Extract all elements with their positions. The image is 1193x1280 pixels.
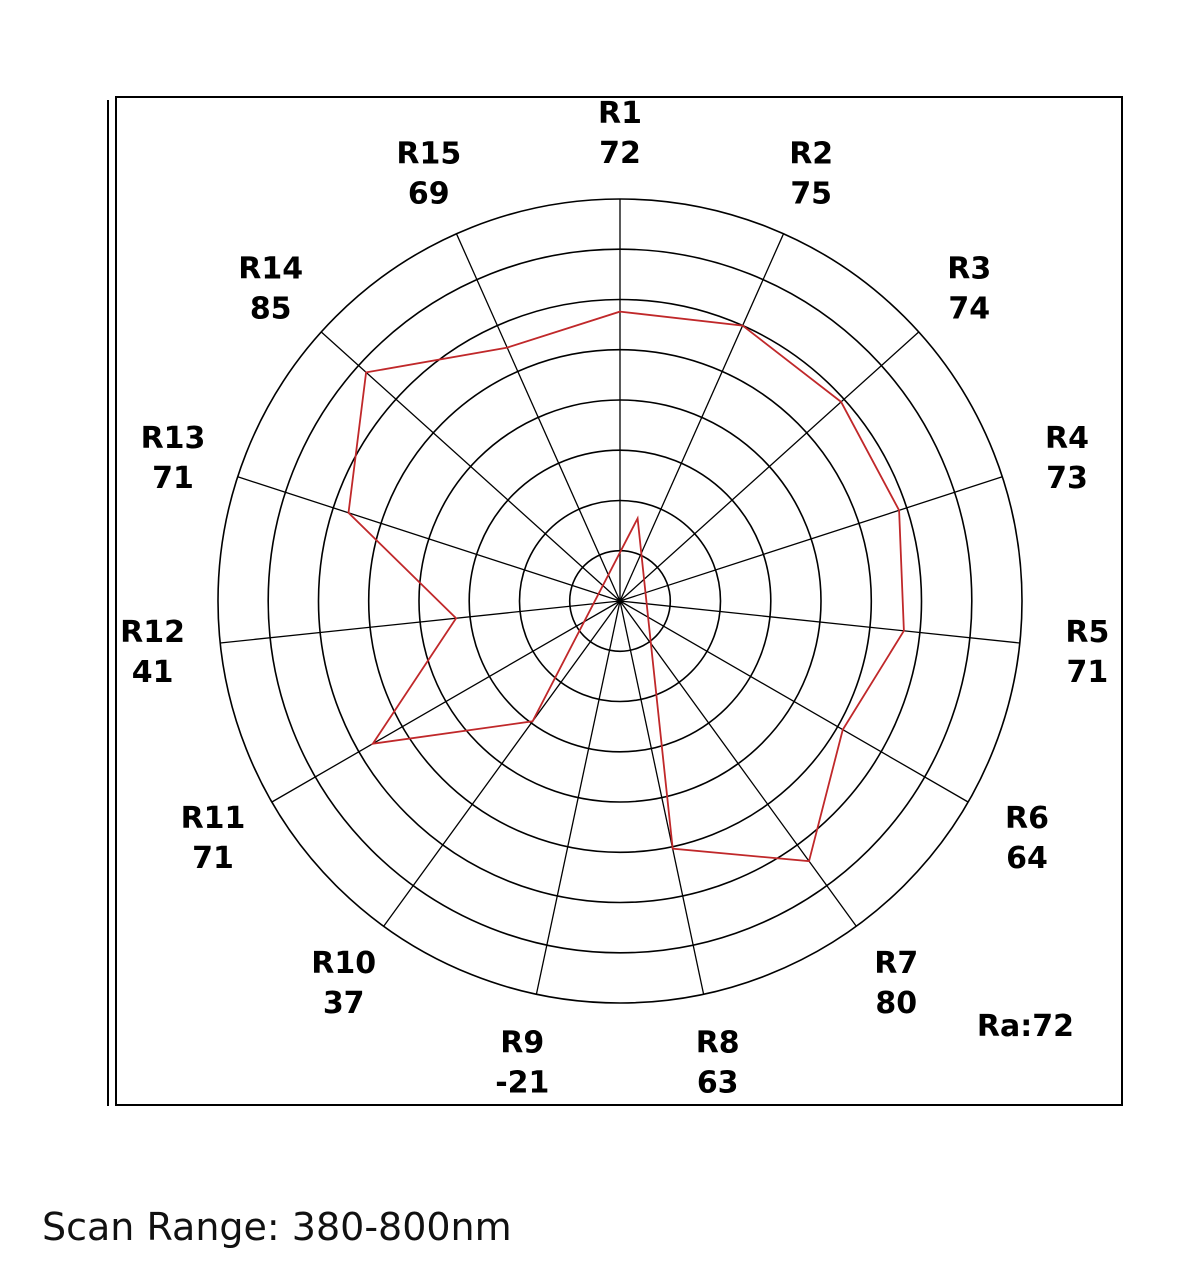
grid-spoke-r9	[535, 600, 621, 995]
category-label-r15: R15	[396, 137, 461, 172]
category-label-r14: R14	[238, 252, 303, 287]
category-label-r9: R9	[500, 1026, 544, 1061]
category-label-r13: R13	[141, 421, 206, 456]
grid-spoke-r5	[619, 600, 1020, 644]
category-label-r8: R8	[696, 1026, 740, 1061]
category-label-r11: R11	[181, 801, 246, 836]
ra-annotation: Ra:72	[977, 1009, 1074, 1044]
radar-grid	[217, 198, 1023, 1004]
value-label-r12: 41	[132, 655, 174, 690]
value-label-r4: 73	[1046, 461, 1088, 496]
category-label-r2: R2	[789, 137, 833, 172]
value-label-r9: -21	[495, 1066, 549, 1101]
chart-frame	[115, 96, 1123, 1106]
grid-spoke-r8	[619, 600, 705, 995]
value-label-r15: 69	[408, 177, 450, 212]
grid-spoke-r14	[320, 331, 621, 602]
value-label-r8: 63	[697, 1066, 739, 1101]
category-label-r10: R10	[311, 946, 376, 981]
value-label-r6: 64	[1006, 841, 1048, 876]
radar-series	[347, 310, 905, 863]
category-label-r7: R7	[874, 946, 918, 981]
category-label-r1: R1	[598, 96, 642, 131]
value-label-r3: 74	[948, 292, 990, 327]
grid-spoke-r2	[619, 233, 785, 602]
grid-spoke-r7	[619, 600, 857, 927]
grid-spoke-r13	[237, 476, 621, 602]
grid-spoke-r10	[383, 600, 621, 927]
series-line	[347, 310, 905, 863]
value-label-r2: 75	[790, 177, 832, 212]
value-label-r14: 85	[250, 292, 292, 327]
value-label-r11: 71	[192, 841, 234, 876]
scan-range-text: Scan Range: 380-800nm	[42, 1205, 512, 1249]
category-label-r3: R3	[947, 252, 991, 287]
grid-spoke-r3	[619, 331, 920, 602]
axis-labels: R1 72 R2 75 R3 74 R4 73 R5 71 R6 64 R7 80 R8 63 R9 -21 R10…	[120, 96, 1109, 1101]
value-label-r7: 80	[875, 986, 917, 1021]
value-label-r1: 72	[599, 136, 641, 171]
category-label-r12: R12	[120, 615, 185, 650]
value-label-r13: 71	[152, 461, 194, 496]
grid-spoke-r15	[455, 233, 621, 602]
grid-spoke-r4	[619, 476, 1003, 602]
category-label-r6: R6	[1005, 801, 1049, 836]
grid-spoke-r6	[619, 600, 969, 803]
grid-spoke-r11	[271, 600, 621, 803]
grid-spoke-r12	[220, 600, 621, 644]
category-label-r4: R4	[1045, 421, 1089, 456]
category-label-r5: R5	[1065, 615, 1109, 650]
value-label-r5: 71	[1067, 655, 1109, 690]
value-label-r10: 37	[323, 986, 365, 1021]
